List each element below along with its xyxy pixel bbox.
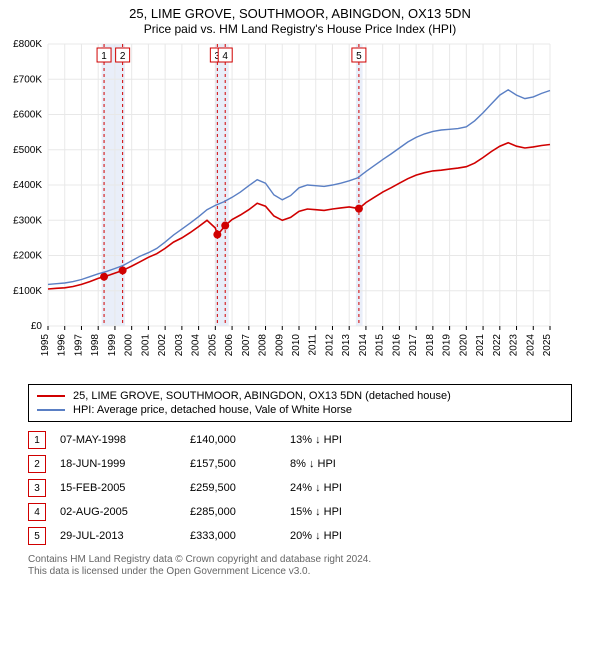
svg-text:4: 4 [222, 51, 228, 62]
svg-text:5: 5 [356, 51, 362, 62]
svg-text:2023: 2023 [509, 334, 520, 357]
svg-text:2006: 2006 [224, 334, 235, 357]
svg-text:£600K: £600K [13, 110, 42, 121]
svg-text:2020: 2020 [458, 334, 469, 357]
svg-text:2021: 2021 [475, 334, 486, 357]
svg-text:2013: 2013 [341, 334, 352, 357]
svg-text:2019: 2019 [442, 334, 453, 357]
sale-delta: 8% ↓ HPI [290, 458, 380, 470]
sale-price: £259,500 [190, 482, 290, 494]
svg-text:2007: 2007 [241, 334, 252, 357]
sale-number-badge: 5 [28, 527, 46, 545]
sale-number-badge: 2 [28, 455, 46, 473]
legend-row: HPI: Average price, detached house, Vale… [37, 403, 563, 417]
sale-price: £157,500 [190, 458, 290, 470]
svg-text:£700K: £700K [13, 75, 42, 86]
svg-text:2010: 2010 [291, 334, 302, 357]
svg-text:2022: 2022 [492, 334, 503, 357]
svg-text:2005: 2005 [207, 334, 218, 357]
legend-label: HPI: Average price, detached house, Vale… [73, 404, 352, 416]
svg-text:2014: 2014 [358, 334, 369, 357]
footnote-line: This data is licensed under the Open Gov… [28, 566, 572, 578]
svg-text:2: 2 [120, 51, 126, 62]
sale-row: 3 15-FEB-2005£259,50024% ↓ HPI [28, 476, 572, 500]
svg-text:1999: 1999 [107, 334, 118, 357]
svg-text:1995: 1995 [40, 334, 51, 357]
svg-text:2004: 2004 [191, 334, 202, 357]
svg-text:£0: £0 [31, 321, 43, 332]
sale-number-badge: 3 [28, 479, 46, 497]
svg-text:2015: 2015 [375, 334, 386, 357]
sale-delta: 20% ↓ HPI [290, 530, 380, 542]
svg-text:2025: 2025 [542, 334, 553, 357]
sale-price: £333,000 [190, 530, 290, 542]
svg-text:2012: 2012 [324, 334, 335, 357]
sale-date: 02-AUG-2005 [60, 506, 190, 518]
line-chart: £0 £100K £200K £300K £400K £500K £600K £700K £80… [0, 38, 560, 378]
svg-text:2001: 2001 [140, 334, 151, 357]
svg-text:£200K: £200K [13, 251, 42, 262]
sale-price: £140,000 [190, 434, 290, 446]
chart-title: 25, LIME GROVE, SOUTHMOOR, ABINGDON, OX1… [0, 0, 600, 22]
svg-text:£400K: £400K [13, 180, 42, 191]
legend: 25, LIME GROVE, SOUTHMOOR, ABINGDON, OX1… [28, 384, 572, 422]
svg-text:£800K: £800K [13, 39, 42, 50]
svg-text:1998: 1998 [90, 334, 101, 357]
svg-text:2018: 2018 [425, 334, 436, 357]
chart-subtitle: Price paid vs. HM Land Registry's House … [0, 22, 600, 38]
sale-date: 07-MAY-1998 [60, 434, 190, 446]
sale-date: 18-JUN-1999 [60, 458, 190, 470]
svg-text:2002: 2002 [157, 334, 168, 357]
sale-number-badge: 1 [28, 431, 46, 449]
sale-delta: 24% ↓ HPI [290, 482, 380, 494]
svg-text:1: 1 [101, 51, 107, 62]
sale-row: 1 07-MAY-1998£140,00013% ↓ HPI [28, 428, 572, 452]
svg-text:2011: 2011 [308, 334, 319, 356]
footnote: Contains HM Land Registry data © Crown c… [28, 554, 572, 578]
svg-text:1997: 1997 [73, 334, 84, 357]
sales-table: 1 07-MAY-1998£140,00013% ↓ HPI 2 18-JUN-199… [28, 428, 572, 548]
sale-date: 29-JUL-2013 [60, 530, 190, 542]
chart-container: { "title_line1": "25, LIME GROVE, SOUTHM… [0, 0, 600, 650]
sale-date: 15-FEB-2005 [60, 482, 190, 494]
sale-row: 2 18-JUN-1999£157,5008% ↓ HPI [28, 452, 572, 476]
svg-text:1996: 1996 [57, 334, 68, 357]
svg-text:£500K: £500K [13, 145, 42, 156]
footnote-line: Contains HM Land Registry data © Crown c… [28, 554, 572, 566]
sale-delta: 15% ↓ HPI [290, 506, 380, 518]
sale-row: 5 29-JUL-2013£333,00020% ↓ HPI [28, 524, 572, 548]
svg-text:2000: 2000 [124, 334, 135, 357]
legend-label: 25, LIME GROVE, SOUTHMOOR, ABINGDON, OX1… [73, 390, 451, 402]
sale-price: £285,000 [190, 506, 290, 518]
legend-swatch [37, 409, 65, 411]
svg-text:2017: 2017 [408, 334, 419, 357]
svg-text:2024: 2024 [525, 334, 536, 357]
svg-text:£300K: £300K [13, 216, 42, 227]
svg-text:2003: 2003 [174, 334, 185, 357]
svg-text:2008: 2008 [258, 334, 269, 357]
legend-swatch [37, 395, 65, 397]
sale-number-badge: 4 [28, 503, 46, 521]
svg-text:2009: 2009 [274, 334, 285, 357]
sale-delta: 13% ↓ HPI [290, 434, 380, 446]
svg-text:£100K: £100K [13, 286, 42, 297]
svg-text:2016: 2016 [391, 334, 402, 357]
legend-row: 25, LIME GROVE, SOUTHMOOR, ABINGDON, OX1… [37, 389, 563, 403]
sale-row: 4 02-AUG-2005£285,00015% ↓ HPI [28, 500, 572, 524]
